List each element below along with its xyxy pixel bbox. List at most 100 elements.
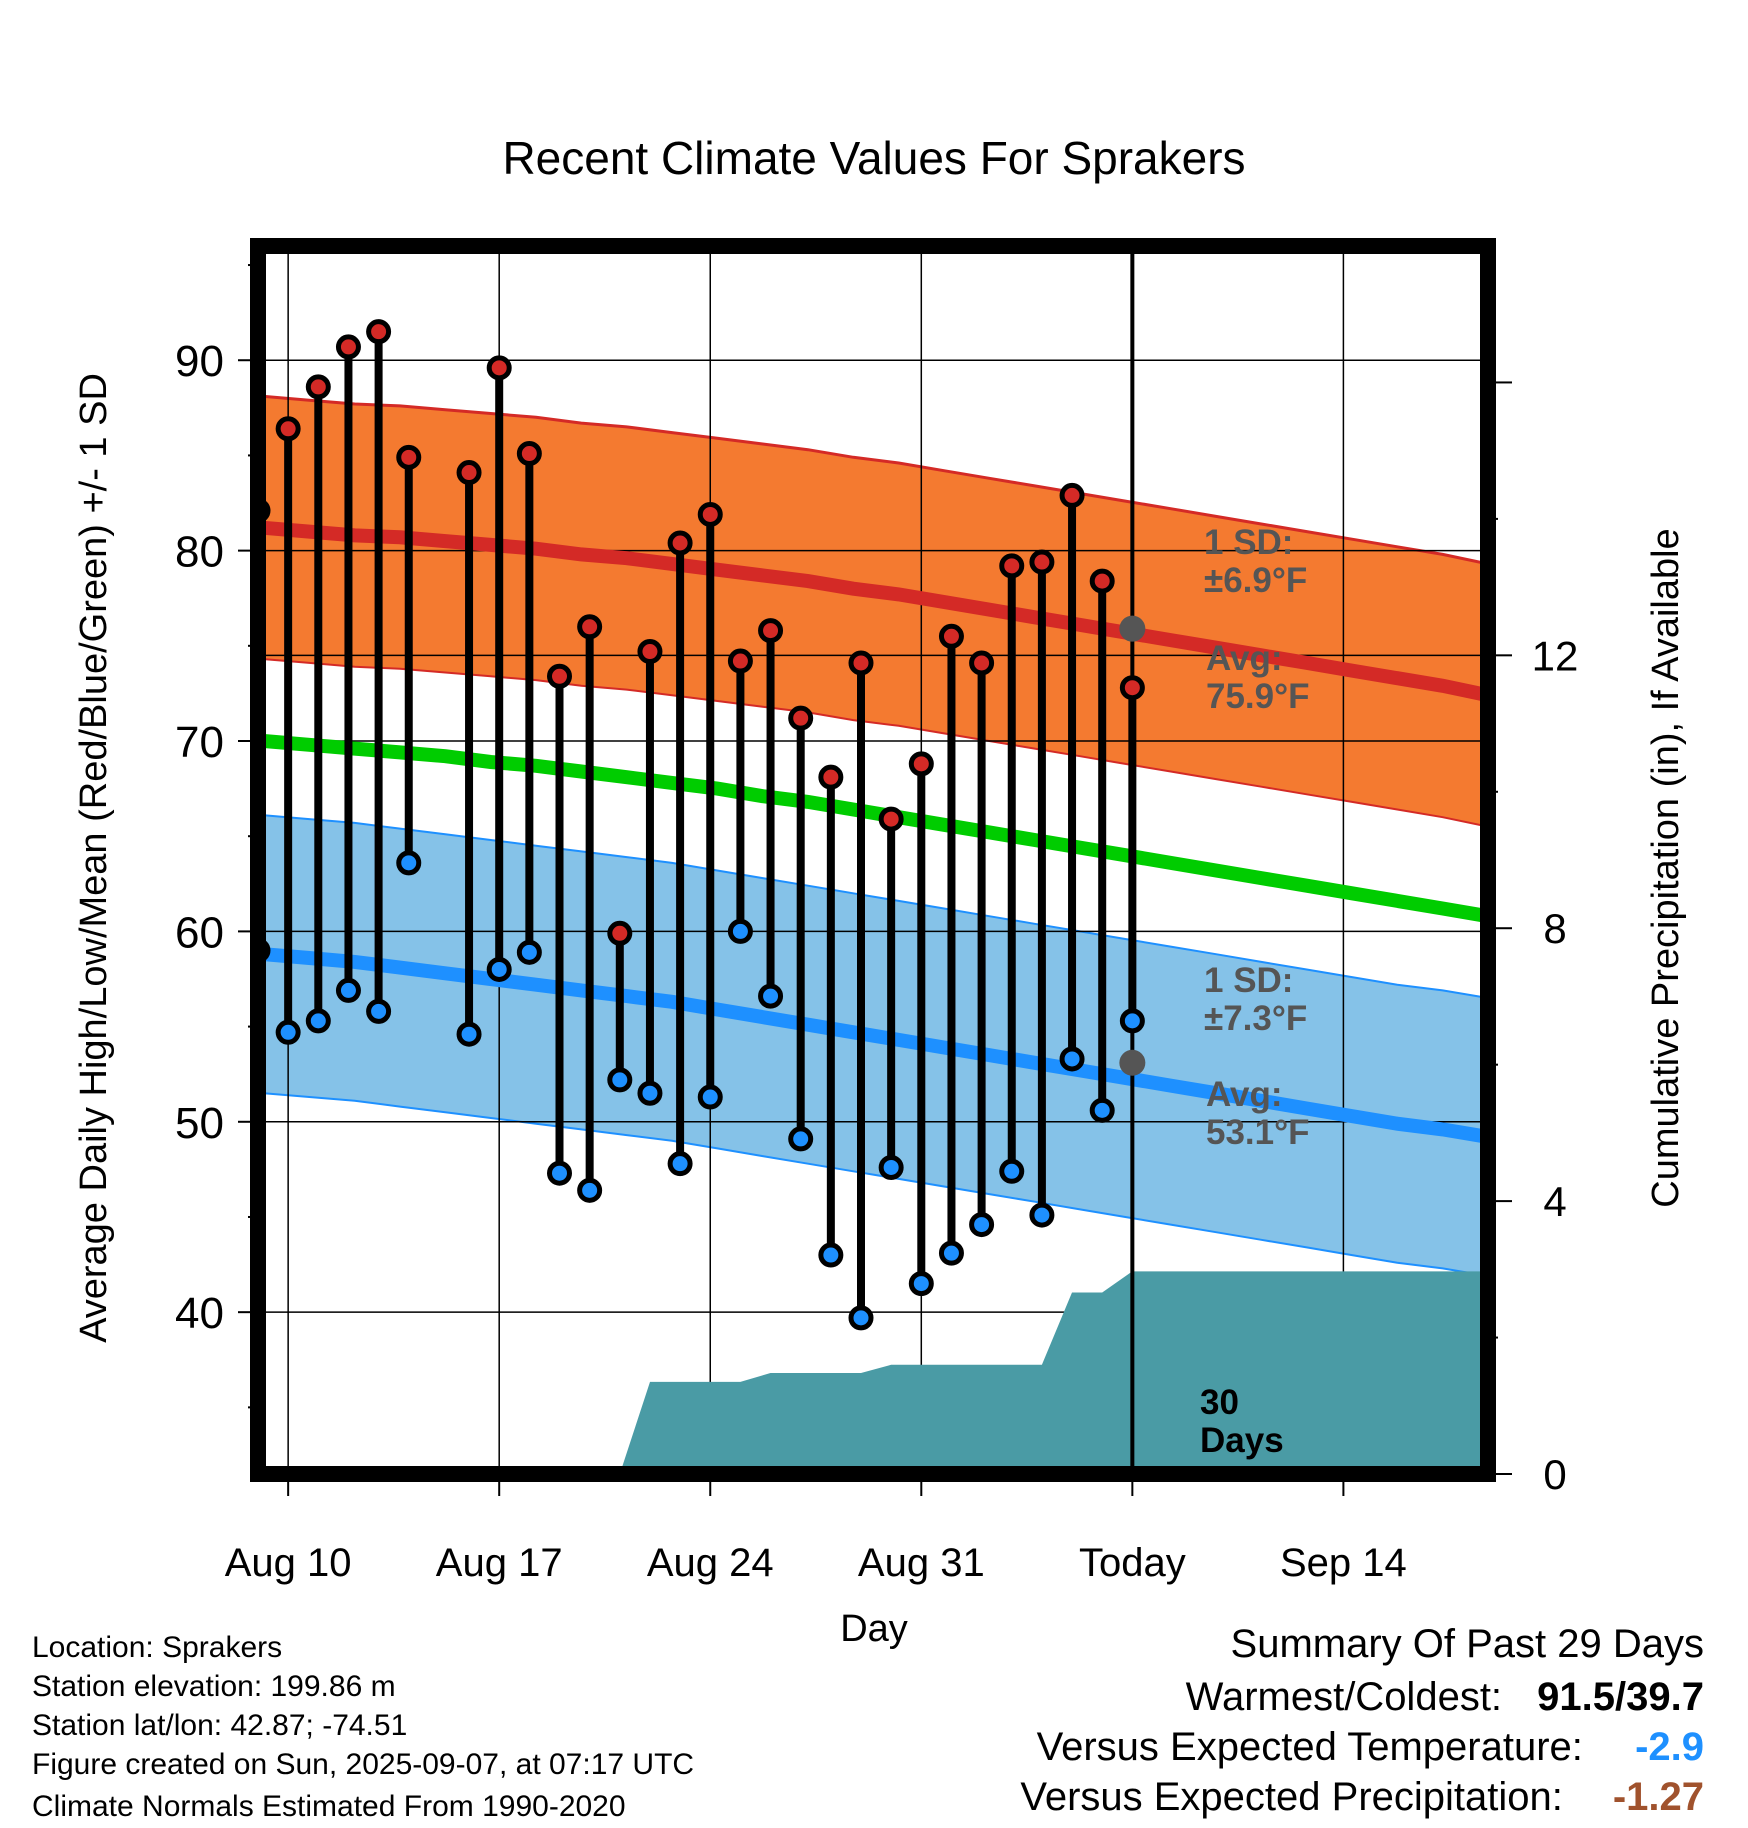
obs-high-marker bbox=[788, 705, 814, 731]
obs-high-marker bbox=[697, 501, 723, 527]
high-avg-annotation: Avg: 75.9°F bbox=[1206, 639, 1310, 716]
high-sd-upper-line bbox=[263, 394, 1488, 566]
obs-high-marker bbox=[516, 441, 542, 467]
y2-tick-label: 12 bbox=[1532, 632, 1579, 679]
precip-area bbox=[258, 1271, 1488, 1474]
y2-tick-label: 4 bbox=[1543, 1178, 1566, 1225]
summary-precipitation: Versus Expected Precipitation: -1.27 bbox=[1020, 1775, 1704, 1820]
obs-high-marker bbox=[637, 639, 663, 665]
obs-low-marker bbox=[547, 1160, 572, 1186]
obs-low-marker bbox=[697, 1084, 723, 1110]
obs-high-marker bbox=[938, 623, 964, 649]
y-tick-label: 60 bbox=[175, 908, 224, 957]
x-tick-label: Aug 24 bbox=[647, 1541, 774, 1585]
warm-cold-label: Warmest/Coldest: bbox=[1185, 1675, 1503, 1719]
obs-high-marker bbox=[667, 530, 693, 556]
obs-high-marker bbox=[456, 460, 482, 486]
temp-vs-expected-value: -2.9 bbox=[1635, 1725, 1704, 1769]
obs-high-marker bbox=[396, 444, 422, 470]
footer-created: Figure created on Sun, 2025-09-07, at 07… bbox=[32, 1748, 695, 1781]
obs-high-marker bbox=[547, 663, 572, 689]
warm-cold-value: 91.5/39.7 bbox=[1537, 1675, 1704, 1719]
obs-low-marker bbox=[818, 1242, 844, 1268]
plot-frame bbox=[250, 238, 1496, 1482]
footer-latlon: Station lat/lon: 42.87; -74.51 bbox=[32, 1709, 408, 1742]
obs-high-marker bbox=[486, 355, 512, 381]
obs-low-marker bbox=[848, 1305, 874, 1331]
obs-high-marker bbox=[305, 374, 331, 400]
plot-overlay: 40 50 60 70 80 90 0 4 8 12 Aug 10 Aug 17 Aug 24 Aug 3… bbox=[175, 238, 1579, 1585]
y-tick-label: 70 bbox=[175, 718, 224, 767]
obs-low-marker bbox=[938, 1240, 964, 1266]
obs-low-marker bbox=[1029, 1202, 1055, 1228]
y2-tick-label: 0 bbox=[1543, 1451, 1566, 1498]
obs-high-marker bbox=[969, 650, 995, 676]
y2-axis-label: Cumulative Precipitation (in), If Availa… bbox=[1645, 528, 1687, 1207]
obs-low-marker bbox=[1059, 1046, 1085, 1072]
y-axis-label: Average Daily High/Low/Mean (Red/Blue/Gr… bbox=[73, 373, 115, 1343]
obs-low-marker bbox=[396, 850, 422, 876]
obs-high-marker bbox=[577, 614, 603, 640]
obs-low-marker bbox=[878, 1154, 904, 1180]
obs-low-marker bbox=[305, 1008, 331, 1034]
summary-title-text: Summary Of Past 29 Days bbox=[1230, 1622, 1704, 1666]
low-sd-annotation: 1 SD: ±7.3°F bbox=[1204, 961, 1307, 1038]
summary-temperature: Versus Expected Temperature: -2.9 bbox=[1037, 1725, 1704, 1770]
low-sd-band bbox=[264, 815, 1488, 1276]
footer-elevation: Station elevation: 199.86 m bbox=[32, 1670, 396, 1703]
x-tick-label: Aug 17 bbox=[436, 1541, 563, 1585]
y2-tick-label: 8 bbox=[1543, 905, 1566, 952]
period-annotation: 30 Days bbox=[1200, 1383, 1284, 1460]
x-tick-label: Sep 14 bbox=[1280, 1541, 1407, 1585]
x-tick-label: Aug 31 bbox=[858, 1541, 985, 1585]
high-sd-band bbox=[264, 396, 1488, 827]
precip-vs-expected-value: -1.27 bbox=[1612, 1775, 1704, 1819]
summary-title: Summary Of Past 29 Days bbox=[1231, 1622, 1704, 1667]
obs-high-marker bbox=[275, 416, 301, 442]
y-tick-label: 90 bbox=[175, 337, 224, 386]
obs-low-marker bbox=[969, 1212, 995, 1238]
obs-low-marker bbox=[1119, 1008, 1145, 1034]
obs-high-marker bbox=[1059, 482, 1085, 508]
obs-high-marker bbox=[1029, 549, 1055, 575]
chart-title: Recent Climate Values For Sprakers bbox=[502, 132, 1245, 184]
obs-low-marker bbox=[516, 939, 542, 965]
obs-high-marker bbox=[1119, 675, 1145, 701]
low-sd-lower-line bbox=[263, 1092, 1488, 1277]
y-tick-label: 80 bbox=[175, 528, 224, 577]
today-low-avg-marker bbox=[1119, 1049, 1146, 1076]
obs-high-marker bbox=[1089, 568, 1115, 594]
footer-normals: Climate Normals Estimated From 1990-2020 bbox=[32, 1790, 626, 1823]
obs-high-marker bbox=[335, 334, 361, 360]
obs-low-marker bbox=[335, 977, 361, 1003]
obs-low-marker bbox=[1089, 1097, 1115, 1123]
plot-area: 1 SD: ±6.9°F Avg: 75.9°F 1 SD: ±7.3°F Avg: 53.1… bbox=[258, 246, 1488, 1474]
x-tick-label: Aug 10 bbox=[225, 1541, 352, 1585]
obs-low-marker bbox=[637, 1080, 663, 1106]
obs-low-marker bbox=[908, 1271, 934, 1297]
obs-low-marker bbox=[607, 1067, 633, 1093]
obs-high-marker bbox=[366, 319, 392, 345]
obs-low-marker bbox=[999, 1158, 1025, 1184]
obs-high-marker bbox=[908, 751, 934, 777]
y-tick-label: 40 bbox=[175, 1289, 224, 1338]
low-avg-annotation: Avg: 53.1°F bbox=[1206, 1075, 1310, 1152]
obs-low-marker bbox=[366, 998, 392, 1024]
today-high-avg-marker bbox=[1119, 615, 1146, 642]
obs-low-marker bbox=[456, 1021, 482, 1047]
obs-high-marker bbox=[999, 553, 1025, 579]
obs-high-marker bbox=[878, 806, 904, 832]
obs-high-marker bbox=[758, 618, 784, 644]
obs-low-marker bbox=[275, 1019, 301, 1045]
y-tick-label: 50 bbox=[175, 1099, 224, 1148]
obs-low-marker bbox=[667, 1151, 693, 1177]
obs-low-marker bbox=[788, 1126, 814, 1152]
obs-high-marker bbox=[818, 764, 844, 790]
obs-low-marker bbox=[727, 918, 753, 944]
obs-high-marker bbox=[848, 650, 874, 676]
precip-vs-expected-label: Versus Expected Precipitation: bbox=[1020, 1775, 1563, 1819]
footer-location: Location: Sprakers bbox=[32, 1631, 283, 1664]
summary-warm-cold: Warmest/Coldest: 91.5/39.7 bbox=[1186, 1675, 1704, 1720]
obs-high-marker bbox=[607, 920, 633, 946]
